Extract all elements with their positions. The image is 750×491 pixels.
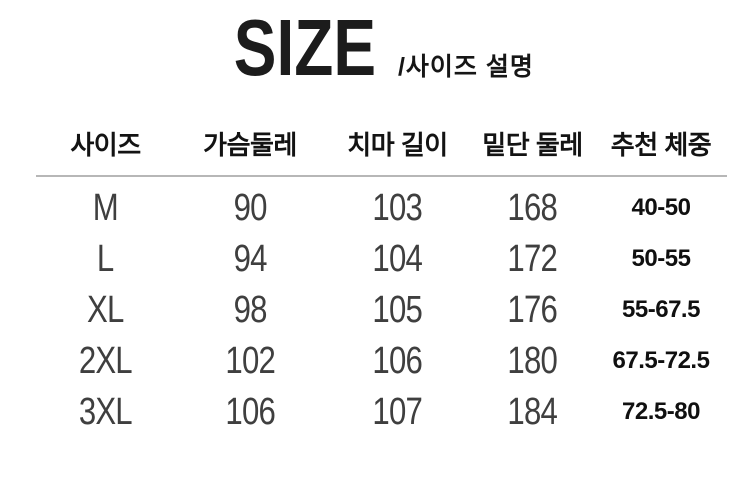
cell-chest: 90 <box>233 186 267 229</box>
cell-hem: 172 <box>507 237 558 280</box>
cell-size: 2XL <box>79 339 133 382</box>
table-body: M 90 103 168 40-50 L 94 104 172 50-55 XL… <box>36 182 727 437</box>
cell-weight: 72.5-80 <box>622 397 700 425</box>
cell-length: 103 <box>372 186 423 229</box>
cell-weight: 67.5-72.5 <box>612 346 710 374</box>
cell-length: 104 <box>372 237 423 280</box>
cell-weight: 50-55 <box>631 244 691 272</box>
column-header-size: 사이즈 <box>70 129 141 160</box>
cell-size: XL <box>87 288 124 331</box>
cell-hem: 180 <box>507 339 558 382</box>
table-row: 3XL 106 107 184 72.5-80 <box>36 386 727 437</box>
cell-chest: 106 <box>225 390 275 433</box>
size-table: 사이즈 가슴둘레 치마 길이 밑단 둘레 추천 체중 M 90 103 168 … <box>36 118 727 437</box>
cell-chest: 94 <box>233 237 267 280</box>
cell-size: L <box>97 237 114 280</box>
column-header-chest: 가슴둘레 <box>203 129 297 160</box>
cell-hem: 168 <box>507 186 558 229</box>
cell-length: 106 <box>372 339 423 382</box>
cell-chest: 98 <box>233 288 267 331</box>
table-row: 2XL 102 106 180 67.5-72.5 <box>36 335 727 386</box>
table-header-row: 사이즈 가슴둘레 치마 길이 밑단 둘레 추천 체중 <box>36 118 727 168</box>
cell-size: M <box>92 186 119 229</box>
column-header-hem: 밑단 둘레 <box>482 129 583 160</box>
size-chart-title-row: SIZE /사이즈 설명 <box>0 3 750 92</box>
cell-length: 107 <box>372 390 423 433</box>
header-divider-line <box>36 175 727 177</box>
table-row: XL 98 105 176 55-67.5 <box>36 284 727 335</box>
table-row: M 90 103 168 40-50 <box>36 182 727 233</box>
cell-size: 3XL <box>79 390 133 433</box>
cell-length: 105 <box>372 288 423 331</box>
column-header-skirt-length: 치마 길이 <box>347 129 448 160</box>
column-header-weight: 추천 체중 <box>610 129 712 160</box>
cell-weight: 40-50 <box>631 193 691 221</box>
table-row: L 94 104 172 50-55 <box>36 233 727 284</box>
cell-chest: 102 <box>225 339 275 382</box>
cell-hem: 184 <box>507 390 558 433</box>
cell-weight: 55-67.5 <box>622 295 700 323</box>
cell-hem: 176 <box>507 288 558 331</box>
size-chart-title: SIZE <box>233 3 377 92</box>
size-chart-subtitle: /사이즈 설명 <box>397 53 534 81</box>
